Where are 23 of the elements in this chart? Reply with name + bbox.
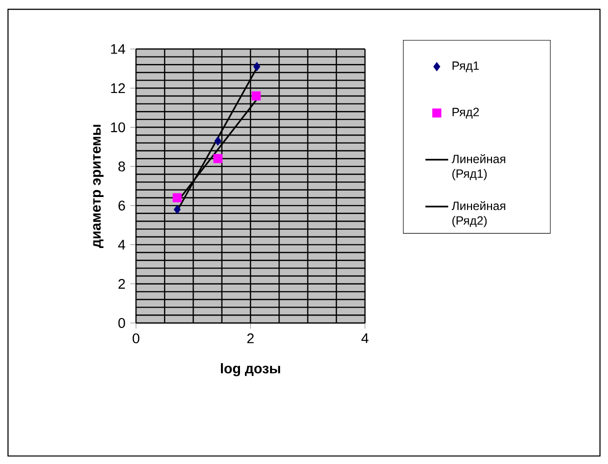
y-tick-label: 6: [118, 200, 125, 211]
y-tick-label: 2: [118, 278, 125, 289]
y-tick-label: 4: [118, 240, 126, 250]
y-axis-title: диаметр эритемы: [93, 124, 104, 248]
y-tick-label: 0: [118, 318, 126, 328]
point: [252, 91, 261, 100]
legend-label: Ряд2: [452, 108, 479, 119]
point: [174, 204, 181, 214]
point: [172, 193, 182, 202]
x-tick-label: 0: [132, 333, 140, 344]
legend-label: Ряд1: [452, 62, 479, 72]
y-tick-label: 8: [118, 161, 125, 172]
x-tick-label: 2: [247, 333, 254, 344]
y-tick-label: 12: [111, 83, 125, 94]
y-tick-label: 10: [111, 122, 126, 132]
point: [214, 136, 222, 146]
x-tick-label: 4: [361, 333, 368, 344]
x-axis-title: log дозы: [220, 363, 280, 376]
point: [213, 154, 222, 164]
legend-label: Линейная (Ряд2): [452, 201, 506, 228]
point: [253, 62, 260, 72]
y-tick-label: 14: [111, 44, 126, 54]
legend-label: Линейная (Ряд1): [452, 154, 506, 180]
